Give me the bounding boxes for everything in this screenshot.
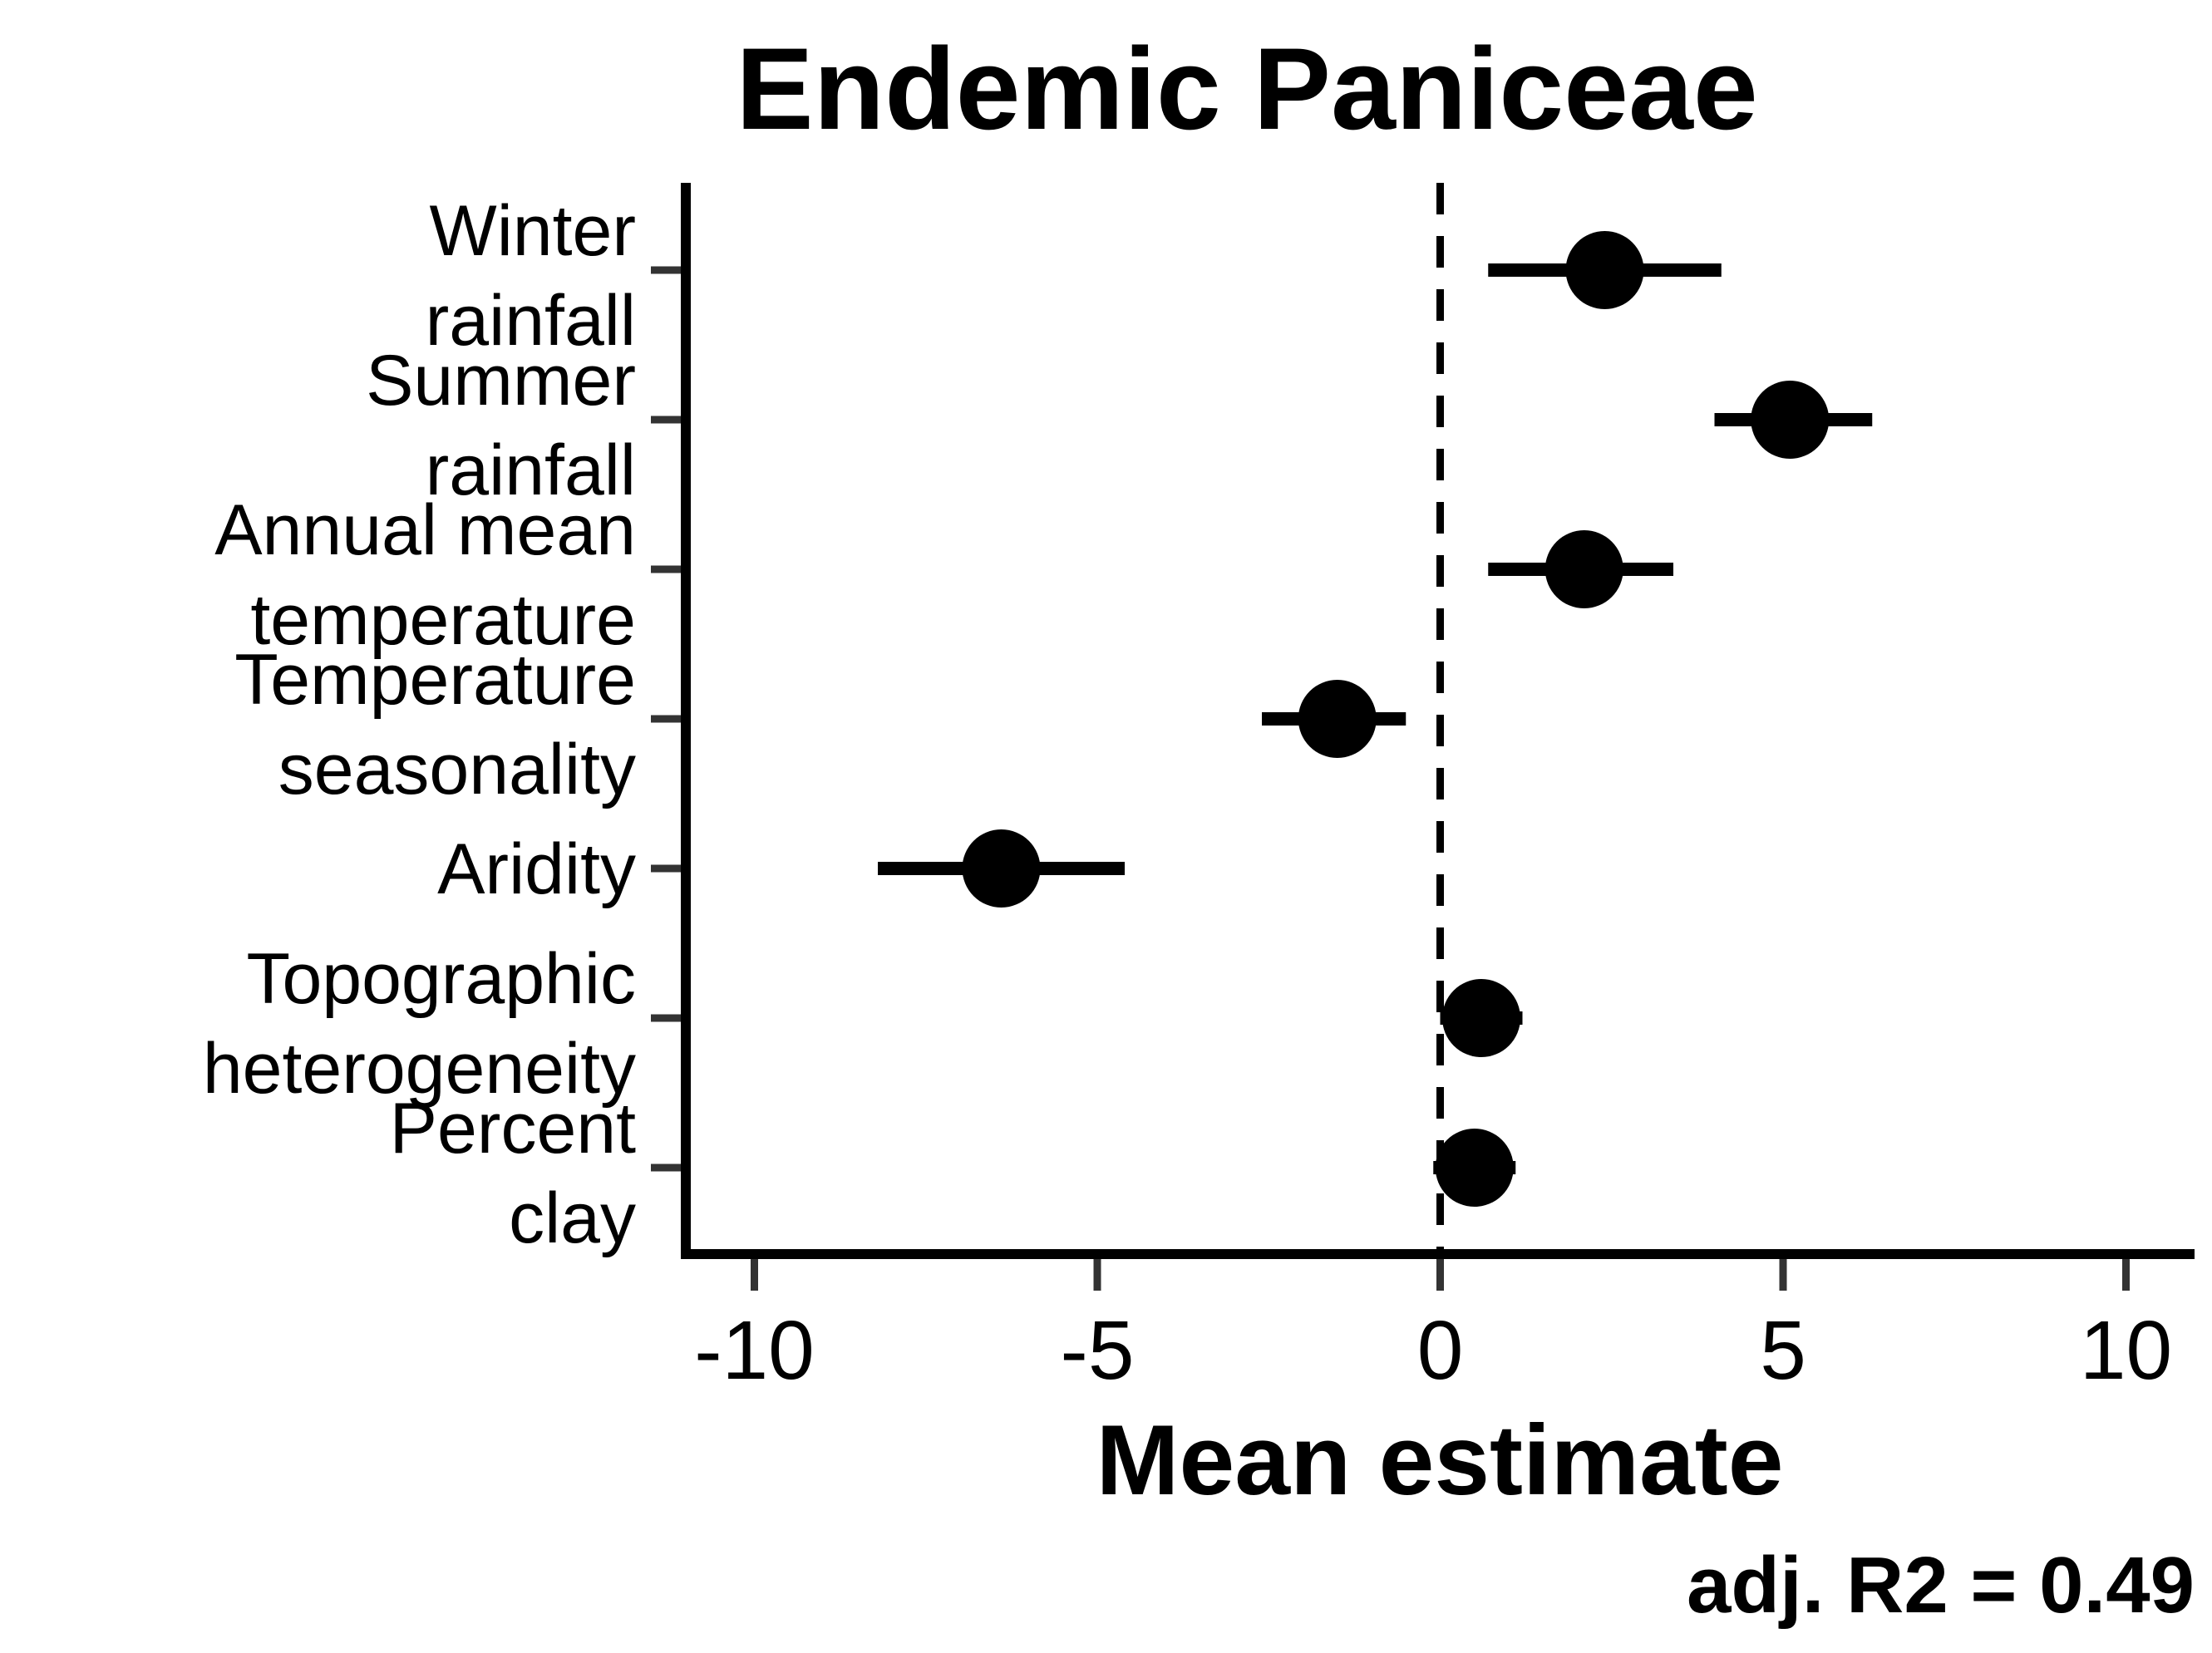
x-axis-ticks (751, 1259, 2130, 1291)
x-tick-label: 5 (1760, 1304, 1806, 1397)
data-point (1751, 381, 1830, 459)
y-tick-label: rainfall (426, 281, 636, 361)
y-tick-label: Annual mean (214, 490, 636, 570)
data-point (1298, 680, 1377, 758)
x-tick-label: -5 (1061, 1304, 1135, 1397)
data-point (1435, 1129, 1514, 1207)
y-tick-label: rainfall (426, 430, 636, 510)
adj-r2-annotation: adj. R2 = 0.49 (1687, 1541, 2195, 1630)
y-tick-label: heterogeneity (203, 1029, 636, 1109)
y-axis-ticks (651, 266, 681, 1172)
y-tick-label: temperature (250, 580, 636, 660)
y-tick-label: Summer (366, 341, 636, 421)
y-tick-label: seasonality (278, 730, 636, 809)
data-point (1565, 231, 1644, 309)
x-tick-label: 10 (2080, 1304, 2172, 1397)
y-tick-label: clay (509, 1178, 636, 1258)
chart-title: Endemic Paniceae (736, 23, 1758, 154)
data-point (1442, 979, 1520, 1057)
data-point (1544, 530, 1623, 608)
x-tick-label: 0 (1417, 1304, 1464, 1397)
x-tick-label: -10 (694, 1304, 815, 1397)
y-tick-label: Winter (430, 191, 636, 271)
y-tick-label: Aridity (437, 829, 636, 909)
x-axis-tick-labels: -10 -5 0 5 10 (694, 1304, 2172, 1397)
y-tick-label: Temperature (234, 640, 636, 720)
data-point (962, 829, 1041, 908)
data-points (962, 231, 1830, 1207)
y-tick-label: Percent (390, 1089, 636, 1168)
x-axis-label: Mean estimate (1096, 1405, 1784, 1516)
y-tick-label: Topographic (246, 939, 636, 1019)
